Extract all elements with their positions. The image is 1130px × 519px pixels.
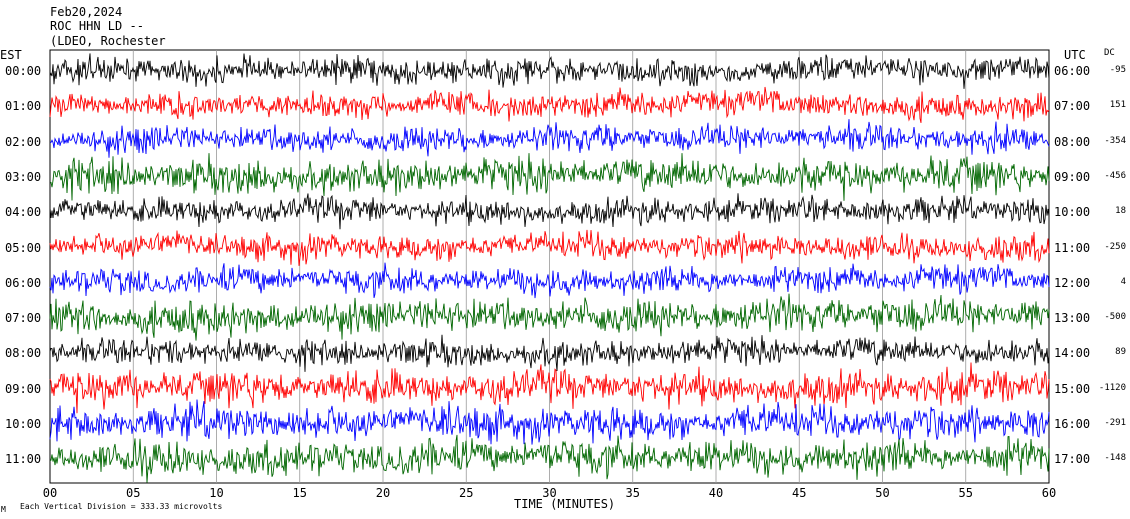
trace-line-1000: [49, 399, 1050, 445]
trace-lines: [49, 53, 1050, 483]
x-ticks: 00 05 10 15 20 25 30 35 40 45 50 55 60: [43, 486, 1056, 500]
dc-value: -1120: [1098, 382, 1126, 393]
utc-label: 14:00: [1054, 346, 1091, 361]
est-label: 04:00: [5, 205, 42, 220]
dc-value: -291: [1104, 418, 1126, 428]
dc-value: -250: [1104, 241, 1126, 252]
est-label: 05:00: [5, 240, 42, 255]
utc-label: 12:00: [1054, 275, 1091, 290]
est-label: 09:00: [5, 381, 42, 396]
x-tick-label-15: 15: [293, 486, 307, 500]
utc-label: 09:00: [1054, 169, 1091, 184]
trace-line-0000: [49, 53, 1050, 89]
est-label: 01:00: [5, 99, 42, 114]
est-label: 11:00: [5, 452, 42, 467]
est-label: 00:00: [5, 64, 42, 78]
x-tick-label-45: 45: [792, 486, 806, 500]
est-label: 06:00: [5, 275, 42, 290]
utc-label: 17:00: [1054, 452, 1091, 467]
est-label: 02:00: [5, 134, 42, 149]
header-date: Feb20,2024: [50, 5, 123, 19]
x-tick-label-40: 40: [709, 486, 723, 500]
trace-line-0500: [49, 229, 1050, 266]
dc-value: 4: [1120, 276, 1126, 287]
utc-label: 11:00: [1054, 240, 1091, 255]
minute-gridlines: [132, 50, 967, 483]
x-tick-label-35: 35: [626, 486, 640, 500]
dc-value: -500: [1104, 312, 1126, 323]
footer-mark: M: [1, 505, 6, 514]
x-tick-label-05: 05: [126, 486, 140, 500]
utc-label: 15:00: [1054, 381, 1091, 396]
est-label: 03:00: [5, 169, 42, 184]
x-tick-label-20: 20: [376, 486, 390, 500]
dc-value: -95: [1109, 65, 1126, 75]
x-tick-label-10: 10: [209, 486, 223, 500]
x-tick-label-25: 25: [459, 486, 473, 500]
dc-value: -148: [1104, 453, 1126, 464]
header-location: (LDEO, Rochester: [50, 34, 166, 48]
trace-line-0600: [49, 262, 1050, 299]
est-label: 07:00: [5, 311, 42, 326]
utc-label: 07:00: [1054, 99, 1091, 114]
trace-line-1100: [49, 434, 1050, 483]
trace-line-0900: [49, 362, 1050, 414]
trace-line-0800: [49, 334, 1050, 372]
left-zone-label: EST: [0, 48, 22, 62]
x-tick-label-55: 55: [959, 486, 973, 500]
dc-value: 18: [1115, 206, 1126, 217]
est-label: 10:00: [5, 417, 42, 431]
x-tick-label-60: 60: [1042, 486, 1056, 500]
header-station: ROC HHN LD --: [50, 19, 144, 33]
trace-line-0300: [49, 153, 1050, 201]
dc-value: 151: [1109, 100, 1126, 111]
x-tick-label-00: 00: [43, 486, 57, 500]
utc-label: 08:00: [1054, 134, 1091, 149]
dc-value: -456: [1104, 170, 1126, 181]
trace-line-0700: [49, 293, 1050, 341]
utc-label: 10:00: [1054, 205, 1091, 220]
trace-line-0200: [49, 119, 1050, 158]
footer-scale-note: Each Vertical Division = 333.33 microvol…: [20, 502, 223, 511]
utc-label: 06:00: [1054, 64, 1091, 78]
right-zone-label: UTC: [1064, 48, 1086, 62]
utc-label: 16:00: [1054, 417, 1091, 431]
utc-label: 13:00: [1054, 311, 1091, 326]
dc-value: -354: [1104, 135, 1126, 146]
x-tick-label-30: 30: [542, 486, 556, 500]
x-axis-title: TIME (MINUTES): [514, 497, 616, 511]
x-tick-label-50: 50: [875, 486, 889, 500]
est-label: 08:00: [5, 346, 42, 361]
dc-value: 89: [1115, 347, 1126, 358]
dc-heading: DC: [1104, 48, 1115, 58]
trace-line-0400: [49, 193, 1050, 230]
trace-line-0100: [49, 86, 1050, 123]
